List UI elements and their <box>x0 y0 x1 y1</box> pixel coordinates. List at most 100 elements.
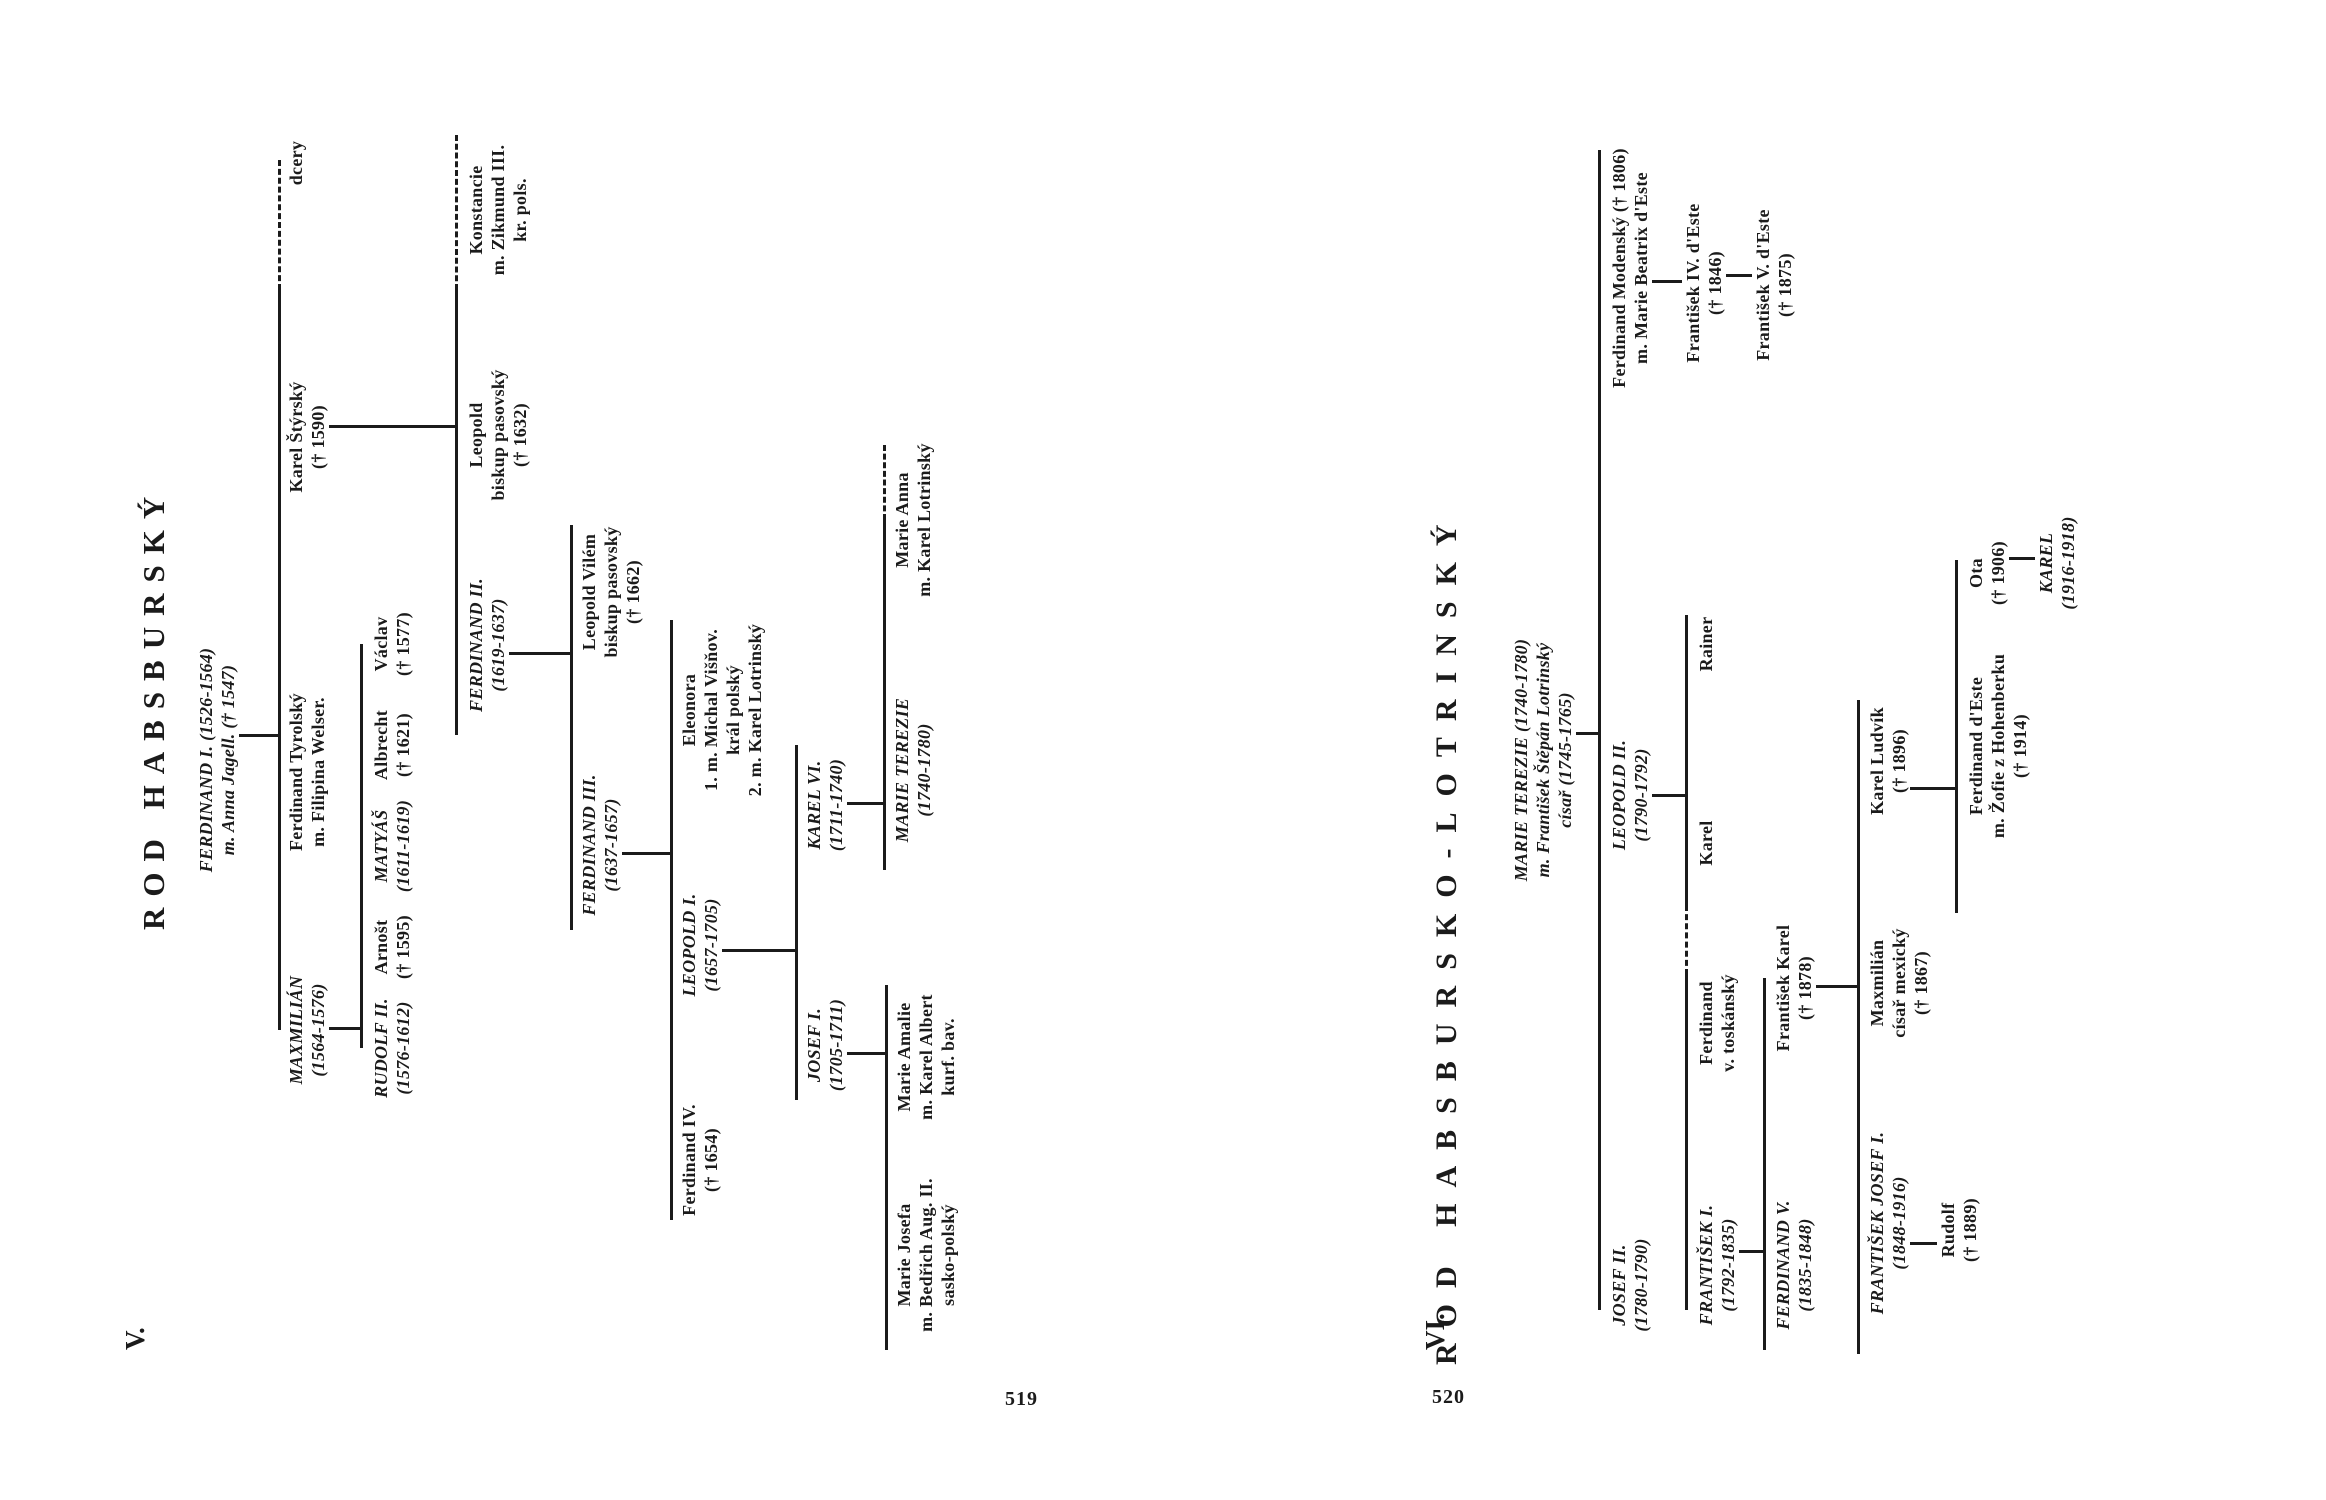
person-node-karel-posledni: KAREL (1916-1918) <box>2035 493 2079 633</box>
sibling-line <box>278 290 281 1030</box>
descent-line <box>329 1027 360 1030</box>
person-node-line: († 1846) <box>1705 251 1725 315</box>
person-node-ferdinand-tyrolsky: Ferdinand Tyrolský m. Filipina Welser. <box>285 667 329 877</box>
person-node-line: Karel <box>1696 820 1716 866</box>
sibling-line <box>1955 560 1958 913</box>
person-node-line: (1611-1619) <box>393 799 413 893</box>
person-node-line: král polský <box>723 665 743 755</box>
person-node-ferdinand-iv: Ferdinand IV. († 1654) <box>678 1085 722 1235</box>
descent-line <box>622 852 670 855</box>
person-node-line: († 1621) <box>393 713 413 777</box>
person-node-dcery: dcery <box>285 118 307 208</box>
person-node-line: (1619-1637) <box>488 598 508 692</box>
person-node-line: (1916-1918) <box>2058 516 2078 610</box>
descent-line <box>1816 985 1857 988</box>
person-node-marie-terezie: MARIE TEREZIE (1740-1780) <box>891 645 935 895</box>
person-node-line: Arnošt <box>371 919 391 975</box>
descent-line <box>1910 1242 1937 1245</box>
person-node-frantisek-i: FRANTIŠEK I. (1792-1835) <box>1695 1175 1739 1355</box>
person-node-ferdinand-modensky: Ferdinand Modenský († 1806) m. Marie Beat… <box>1608 118 1652 418</box>
person-node-albrecht: Albrecht († 1621) <box>370 695 414 795</box>
person-node-line: RUDOLF II. <box>371 998 391 1098</box>
person-node-line: (1740-1780) <box>914 723 934 817</box>
person-node-line: (1637-1657) <box>601 798 621 892</box>
sibling-line <box>1685 975 1688 1310</box>
person-node-maxmilian: MAXMILIÁN (1564-1576) <box>285 945 329 1115</box>
person-node-line: Ferdinand Modenský († 1806) <box>1609 148 1629 388</box>
sibling-line <box>883 445 886 520</box>
person-node-line: Ferdinand Tyrolský <box>286 693 306 851</box>
person-node-line: († 1896) <box>1889 729 1909 793</box>
person-node-line: m. Filipina Welser. <box>308 697 328 847</box>
person-node-ferdinand-deste: Ferdinand d'Este m. Žofie z Hohenberku († … <box>1965 626 2031 866</box>
sibling-line <box>455 135 458 290</box>
person-node-line: sasko-polský <box>938 1204 958 1306</box>
person-node-line: (1657-1705) <box>701 898 721 992</box>
sibling-line <box>360 644 363 1048</box>
person-node-line: MATYÁŠ <box>371 809 391 883</box>
person-node-line: Konstancie <box>466 165 486 255</box>
person-node-line: Rainer <box>1696 616 1716 672</box>
section-numeral-v: V. <box>120 1327 150 1350</box>
person-node-line: biskup pasovský <box>601 526 621 658</box>
person-node-line: František IV. d'Este <box>1683 203 1703 363</box>
person-node-line: (1790-1792) <box>1631 748 1651 842</box>
person-node-line: († 1632) <box>510 403 530 467</box>
person-node-ferdinand-iii: FERDINAND III. (1637-1657) <box>578 750 622 940</box>
family-tree-habsbursky: V. ROD HABSBURSKÝ FERDINAND I. (1526-156… <box>120 110 1040 1450</box>
person-node-line: († 1654) <box>701 1128 721 1192</box>
person-node-rudolf: Rudolf († 1889) <box>1937 1170 1981 1290</box>
person-node-marie-amalie: Marie Amalie m. Karel Albert kurf. bav. <box>893 967 959 1147</box>
person-node-leopold-biskup-pasovsky: Leopold biskup pasovský († 1632) <box>465 345 531 525</box>
person-node-line: († 1878) <box>1795 956 1815 1020</box>
person-node-line: kurf. bav. <box>938 1018 958 1096</box>
tree-title-habsbursky: ROD HABSBURSKÝ <box>136 485 171 930</box>
person-node-line: v. toskánský <box>1718 974 1738 1072</box>
person-node-line: MAXMILIÁN <box>286 975 306 1085</box>
sibling-line <box>278 160 281 290</box>
descent-line <box>1652 794 1685 797</box>
descent-line <box>1726 274 1752 277</box>
descent-line <box>2009 557 2035 560</box>
person-node-line: (1792-1835) <box>1718 1218 1738 1312</box>
person-node-line: († 1662) <box>623 560 643 624</box>
person-node-line: Ferdinand d'Este <box>1966 676 1986 816</box>
person-node-line: FERDINAND III. <box>579 774 599 916</box>
person-node-line: Karel Štýrský <box>286 381 306 493</box>
sibling-line <box>885 985 888 1350</box>
person-node-line: († 1914) <box>2010 714 2030 778</box>
person-node-line: († 1875) <box>1775 253 1795 317</box>
person-node-line: Marie Amalie <box>894 1002 914 1112</box>
person-node-line: JOSEF II. <box>1609 1244 1629 1326</box>
sibling-line <box>1857 700 1860 1354</box>
descent-line <box>509 652 570 655</box>
person-node-line: Maxmilián <box>1867 939 1887 1027</box>
person-node-karel-styrsky: Karel Štýrský († 1590) <box>285 357 329 517</box>
person-node-line: m. Marie Beatrix d'Este <box>1631 172 1651 364</box>
person-node-ota: Ota († 1906) <box>1965 523 2009 623</box>
person-node-line: Václav <box>371 616 391 672</box>
person-node-ferdinand-v: FERDINAND V. (1835-1848) <box>1772 1170 1816 1360</box>
person-node-josef-i: JOSEF I. (1705-1711) <box>803 975 847 1115</box>
person-node-line: KAREL VI. <box>804 760 824 850</box>
person-node-line: († 1595) <box>393 915 413 979</box>
sibling-line <box>570 525 573 930</box>
descent-line <box>1652 280 1682 283</box>
person-node-line: m. Bedřich Aug. II. <box>916 1178 936 1332</box>
person-node-ferdinand-toskansky: Ferdinand v. toskánský <box>1695 943 1739 1103</box>
person-node-line: JOSEF I. <box>804 1007 824 1083</box>
person-node-frantisek-josef-i: FRANTIŠEK JOSEF I. (1848-1916) <box>1866 1093 1910 1353</box>
person-node-line: (1848-1916) <box>1889 1176 1909 1270</box>
person-node-karel-syn-leopolda: Karel <box>1695 798 1717 888</box>
person-node-line: císař (1745-1765) <box>1555 692 1575 828</box>
person-node-line: (1780-1790) <box>1631 1238 1651 1332</box>
person-node-frantisek-v-deste: František V. d'Este († 1875) <box>1752 170 1796 400</box>
person-node-line: dcery <box>286 140 306 186</box>
person-node-marie-terezie-lotrinska: MARIE TEREZIE (1740-1780) m. František Št… <box>1510 605 1576 915</box>
person-node-karel-ludvik: Karel Ludvík († 1896) <box>1866 686 1910 836</box>
family-tree-habsbursko-lotrinsky: VI. ROD HABSBURSKO-LOTRINSKÝ MARIE TEREZ… <box>1420 100 2120 1450</box>
person-node-leopold-ii: LEOPOLD II. (1790-1792) <box>1608 715 1652 875</box>
sibling-line <box>1598 150 1601 1310</box>
sibling-line <box>883 520 886 870</box>
person-node-line: Ferdinand <box>1696 981 1716 1065</box>
